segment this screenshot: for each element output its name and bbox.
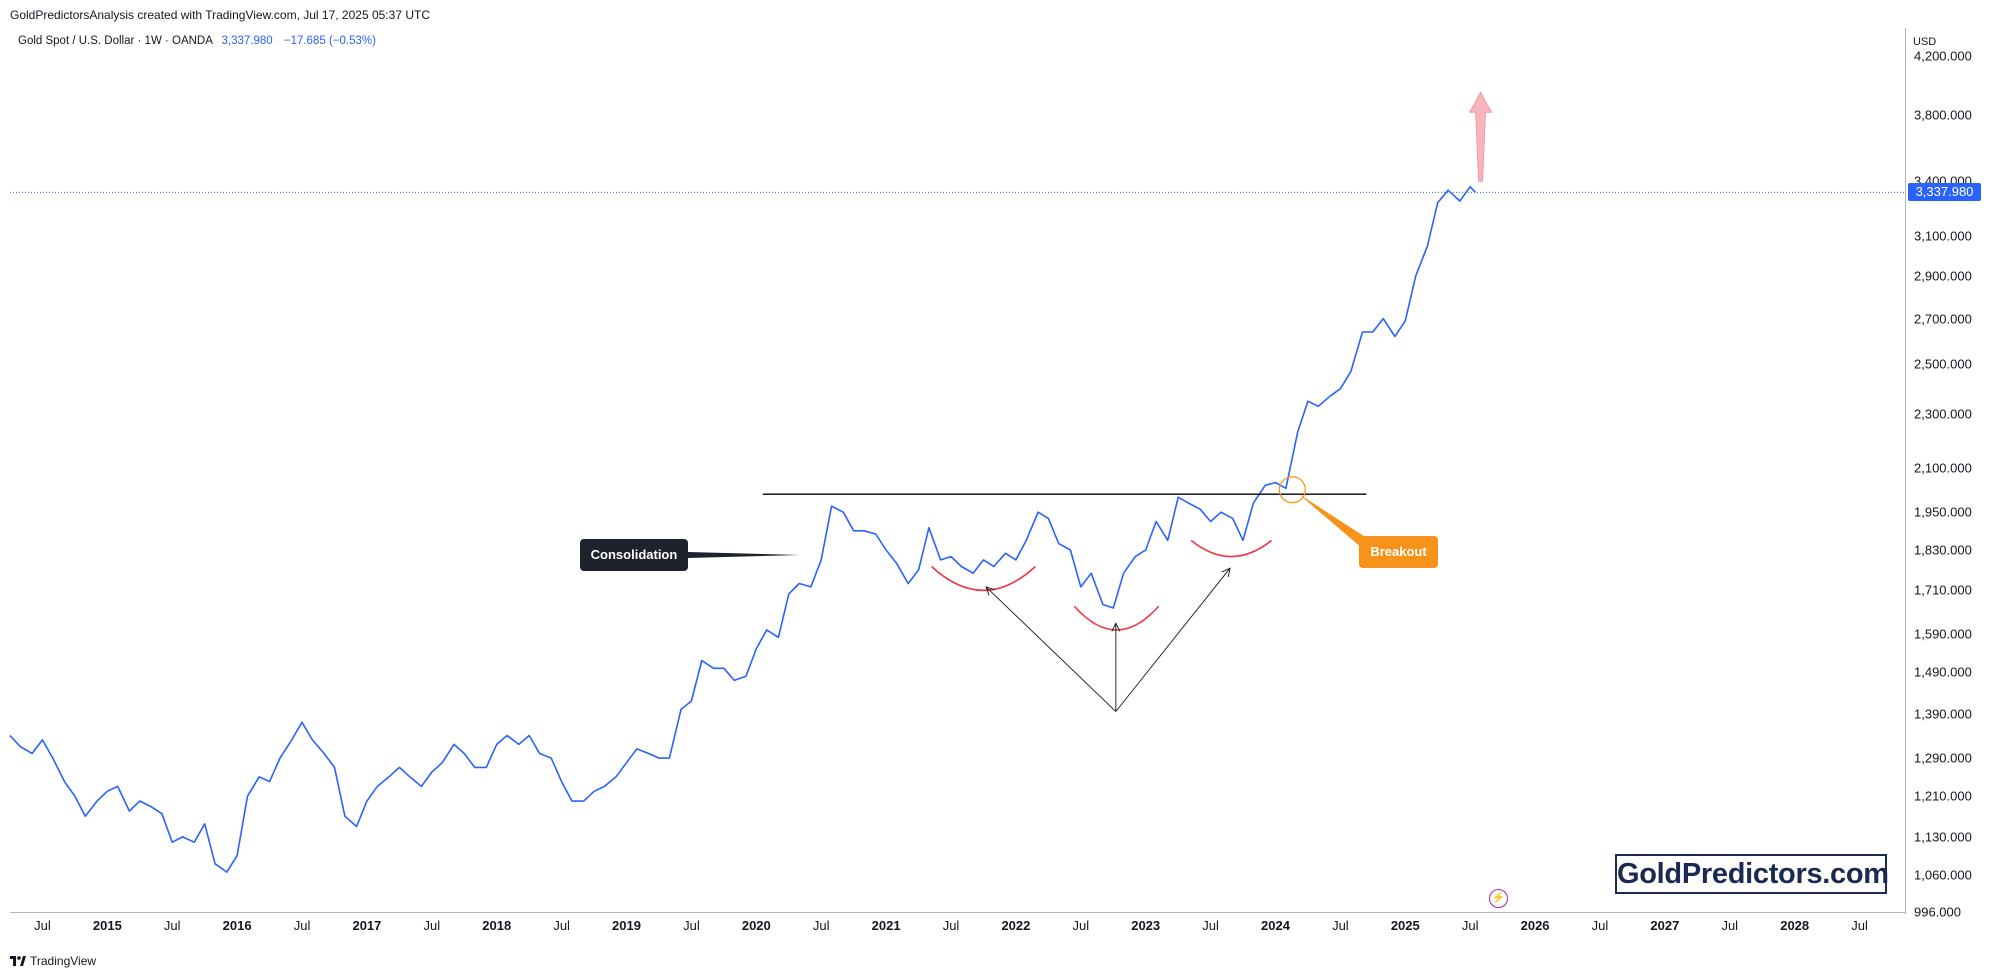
time-tick-label: Jul: [293, 918, 311, 933]
arrow-right-shoulder-head: [1221, 567, 1231, 578]
time-tick-label: Jul: [1851, 918, 1868, 933]
time-tick-label: 2016: [222, 918, 252, 933]
price-axis[interactable]: [1905, 28, 1995, 914]
lightning-icon[interactable]: ⚡: [1489, 889, 1508, 908]
time-tick-label: 2017: [352, 918, 382, 933]
time-tick-label: Jul: [1202, 918, 1219, 933]
time-tick-label: 2020: [741, 918, 771, 933]
consolidation-pointer: [688, 552, 800, 558]
time-tick-label: 2027: [1650, 918, 1680, 933]
time-tick-label: 2028: [1780, 918, 1810, 933]
consolidation-label[interactable]: Consolidation: [580, 539, 688, 571]
chart-marks: [9, 91, 1905, 873]
arrow-left-shoulder-head: [985, 586, 995, 596]
legend-change: −17.685 (−0.53%): [283, 35, 376, 47]
price-tick-label: 2,100.000: [1914, 460, 1972, 476]
footer-brand-text: TradingView: [30, 954, 97, 968]
time-tick-label: Jul: [553, 918, 570, 933]
price-tick-label: 1,210.000: [1914, 788, 1972, 804]
head-arc: [1073, 605, 1160, 631]
time-tick-label: Jul: [1591, 918, 1609, 933]
time-tick-label: 2015: [92, 918, 122, 933]
time-tick-label: Jul: [683, 918, 700, 933]
time-tick-label: Jul: [812, 918, 830, 933]
price-tick-label: 3,100.000: [1914, 228, 1972, 244]
price-tick-label: 3,800.000: [1914, 107, 1972, 123]
symbol-name: Gold Spot / U.S. Dollar · 1W · OANDA: [18, 35, 213, 47]
symbol-legend[interactable]: Gold Spot / U.S. Dollar · 1W · OANDA 3,3…: [18, 35, 376, 47]
price-tick-label: 2,900.000: [1914, 268, 1972, 284]
time-axis[interactable]: [10, 912, 1905, 913]
chart-caption: GoldPredictorsAnalysis created with Trad…: [10, 8, 430, 22]
left-shoulder-arc: [930, 565, 1036, 592]
time-tick-label: Jul: [942, 918, 960, 933]
gold-price-line: [9, 185, 1476, 873]
breakout-pointer: [1298, 493, 1370, 548]
price-tick-label: 996.000: [1914, 904, 1961, 920]
time-tick-label: 2019: [612, 918, 641, 933]
arrow-head-head: [1111, 622, 1121, 632]
time-tick-label: Jul: [163, 918, 181, 933]
watermark-logo: GoldPredictors.com: [1615, 854, 1889, 894]
footer-brand[interactable]: TradingView: [10, 954, 96, 968]
price-tick-label: 1,950.000: [1914, 504, 1972, 520]
time-tick-label: Jul: [34, 918, 51, 933]
time-tick-label: 2021: [871, 918, 901, 933]
tradingview-logo-icon: [10, 956, 26, 966]
price-tick-label: 2,500.000: [1914, 356, 1972, 372]
price-tick-label: 1,590.000: [1914, 626, 1972, 642]
breakout-circle: [1278, 476, 1306, 504]
price-tick-label: 1,130.000: [1914, 829, 1972, 845]
time-tick-label: 2022: [1001, 918, 1031, 933]
price-tick-label: 1,290.000: [1914, 750, 1972, 766]
price-tick-label: 4,200.000: [1914, 48, 1972, 64]
time-tick-label: Jul: [1721, 918, 1739, 933]
breakout-label[interactable]: Breakout: [1359, 536, 1438, 568]
time-tick-label: 2018: [482, 918, 512, 933]
arrow-left-shoulder: [985, 586, 1117, 712]
time-tick-label: Jul: [1072, 918, 1090, 933]
price-tick-label: 1,390.000: [1914, 706, 1972, 722]
time-tick-label: Jul: [423, 918, 441, 933]
arrow-right-shoulder: [1115, 567, 1231, 712]
right-shoulder-arc: [1190, 539, 1273, 558]
price-tick-label: 1,830.000: [1914, 542, 1972, 558]
target-up-arrow: [1468, 91, 1493, 182]
price-tick-label: 1,710.000: [1914, 582, 1972, 598]
price-tick-label: 2,700.000: [1914, 311, 1972, 327]
last-price-marker: 3,337.980: [1908, 183, 1981, 202]
time-tick-label: 2023: [1131, 918, 1161, 933]
time-tick-label: Jul: [1332, 918, 1349, 933]
time-tick-label: 2025: [1390, 918, 1420, 933]
legend-price: 3,337.980: [221, 35, 273, 47]
price-tick-label: 2,300.000: [1914, 406, 1972, 422]
time-tick-label: 2024: [1261, 918, 1290, 933]
price-tick-label: 1,060.000: [1914, 867, 1972, 883]
currency-label[interactable]: USD: [1913, 36, 1937, 48]
time-tick-label: 2026: [1520, 918, 1550, 933]
price-tick-label: 1,490.000: [1914, 664, 1972, 680]
time-tick-label: Jul: [1461, 918, 1479, 933]
